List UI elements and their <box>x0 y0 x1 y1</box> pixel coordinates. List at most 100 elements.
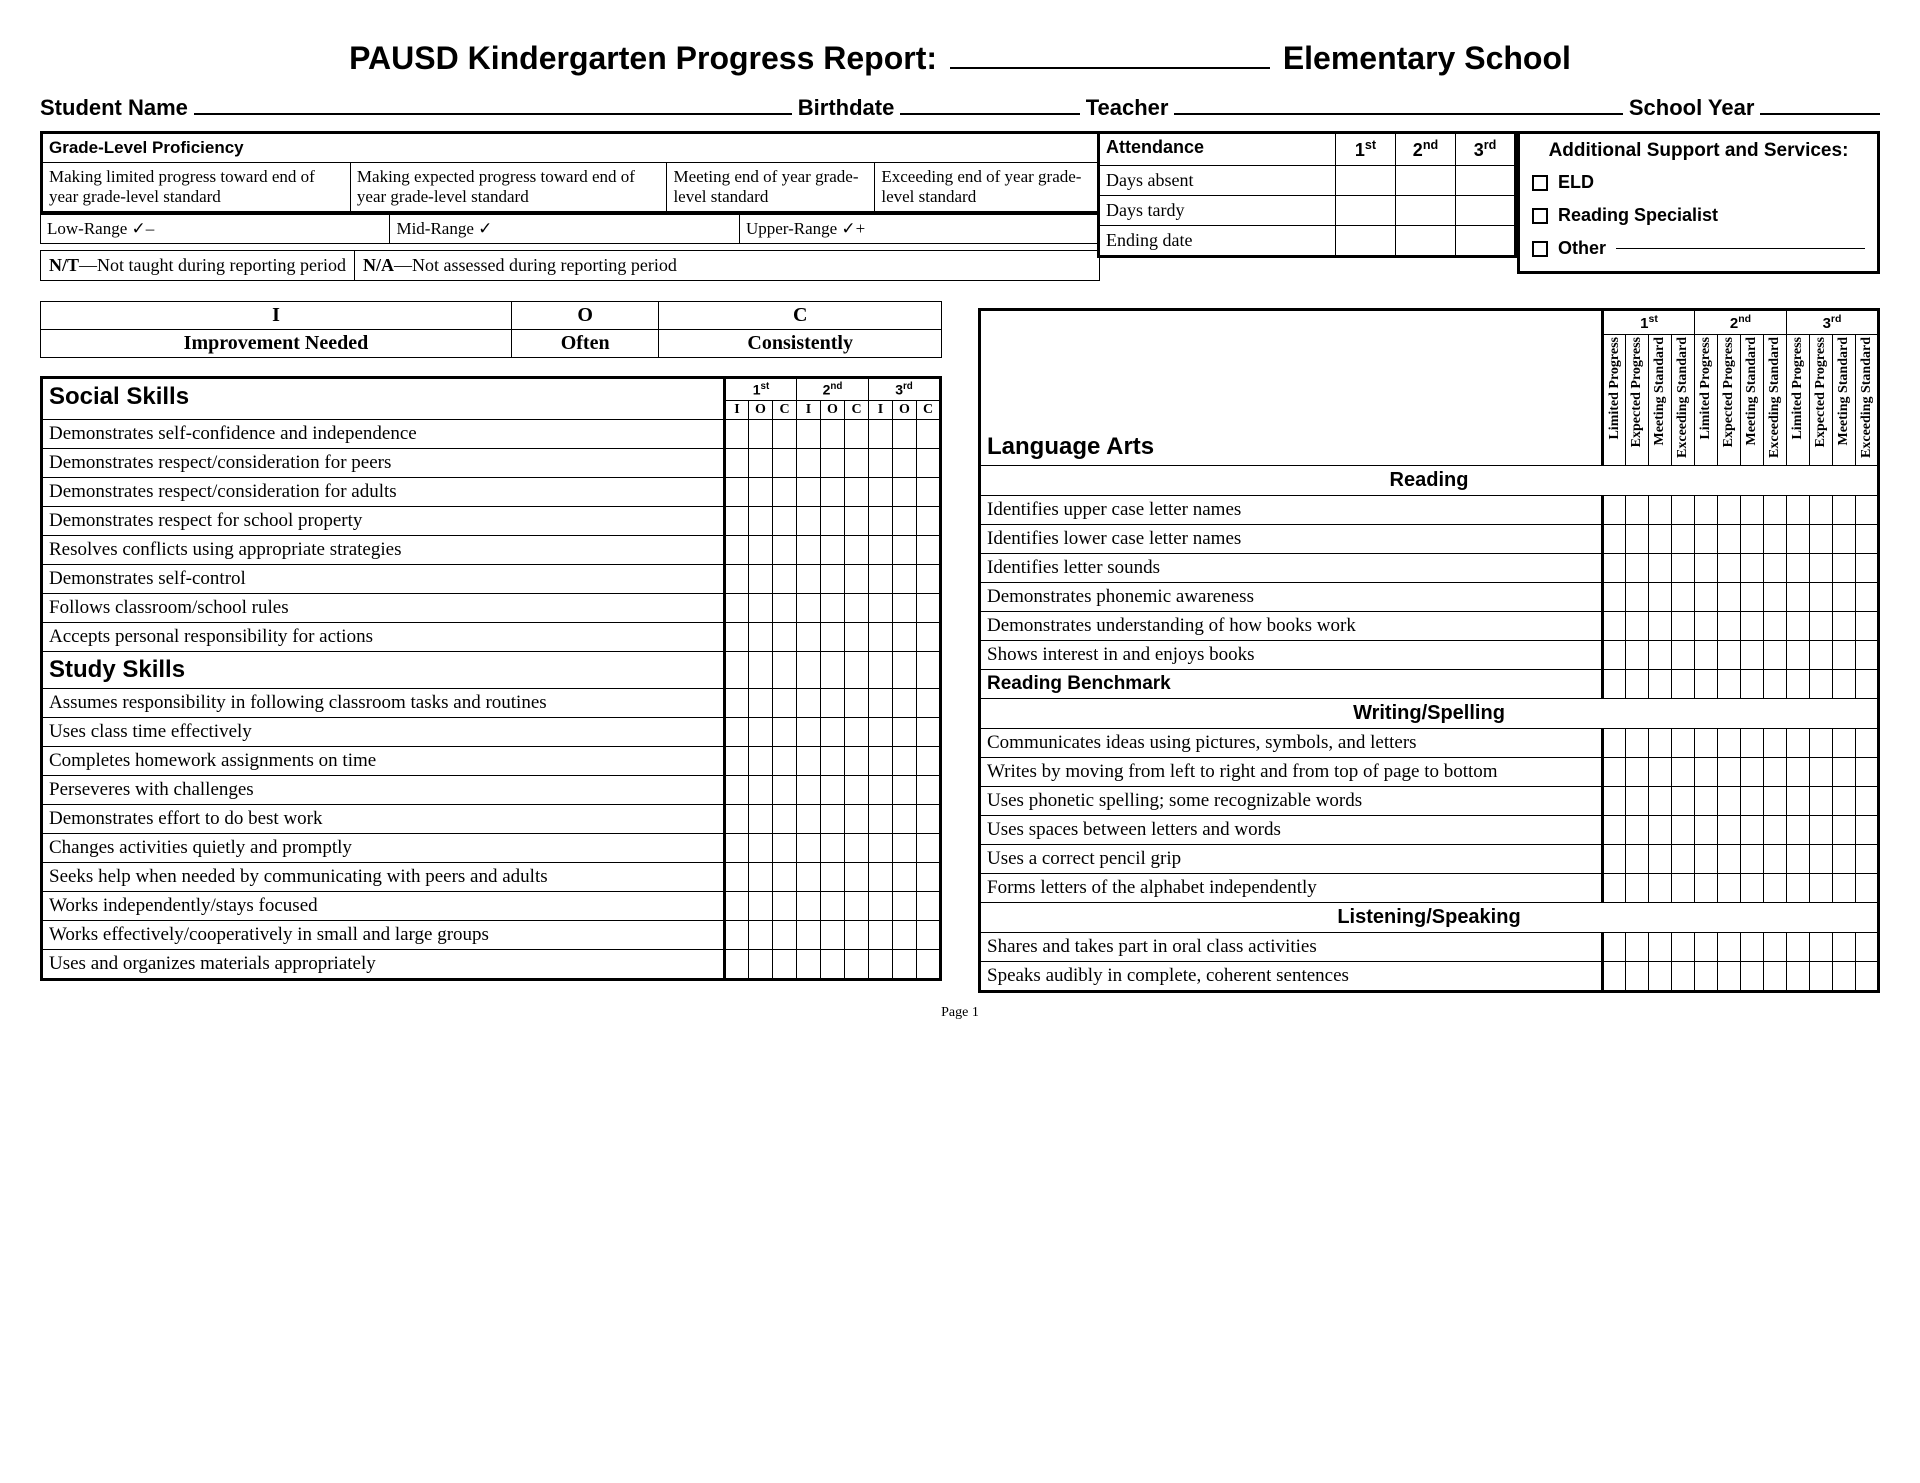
mark-cell[interactable] <box>725 535 749 564</box>
mark-cell[interactable] <box>797 564 821 593</box>
mark-cell[interactable] <box>1787 495 1810 524</box>
mark-cell[interactable] <box>821 477 845 506</box>
mark-cell[interactable] <box>1626 786 1649 815</box>
mark-cell[interactable] <box>917 593 941 622</box>
mark-cell[interactable] <box>893 506 917 535</box>
att-cell[interactable] <box>1456 166 1516 196</box>
mark-cell[interactable] <box>1672 961 1695 991</box>
mark-cell[interactable] <box>845 717 869 746</box>
mark-cell[interactable] <box>1856 611 1879 640</box>
mark-cell[interactable] <box>1856 844 1879 873</box>
mark-cell[interactable] <box>1626 844 1649 873</box>
mark-cell[interactable] <box>1603 757 1626 786</box>
mark-cell[interactable] <box>869 535 893 564</box>
att-cell[interactable] <box>1336 196 1396 226</box>
mark-cell[interactable] <box>1741 669 1764 698</box>
mark-cell[interactable] <box>917 535 941 564</box>
mark-cell[interactable] <box>1649 640 1672 669</box>
mark-cell[interactable] <box>845 833 869 862</box>
mark-cell[interactable] <box>797 622 821 651</box>
mark-cell[interactable] <box>1626 582 1649 611</box>
att-cell[interactable] <box>1456 226 1516 257</box>
mark-cell[interactable] <box>773 477 797 506</box>
schoolyear-blank[interactable] <box>1760 113 1880 115</box>
mark-cell[interactable] <box>917 775 941 804</box>
mark-cell[interactable] <box>1603 611 1626 640</box>
mark-cell[interactable] <box>1787 815 1810 844</box>
mark-cell[interactable] <box>1603 786 1626 815</box>
birthdate-blank[interactable] <box>900 113 1079 115</box>
mark-cell[interactable] <box>773 833 797 862</box>
mark-cell[interactable] <box>1764 669 1787 698</box>
att-cell[interactable] <box>1456 196 1516 226</box>
mark-cell[interactable] <box>893 448 917 477</box>
mark-cell[interactable] <box>1695 495 1718 524</box>
mark-cell[interactable] <box>725 448 749 477</box>
mark-cell[interactable] <box>749 593 773 622</box>
mark-cell[interactable] <box>845 862 869 891</box>
mark-cell[interactable] <box>1810 757 1833 786</box>
mark-cell[interactable] <box>797 746 821 775</box>
mark-cell[interactable] <box>1695 728 1718 757</box>
mark-cell[interactable] <box>1810 524 1833 553</box>
mark-cell[interactable] <box>845 506 869 535</box>
mark-cell[interactable] <box>773 920 797 949</box>
mark-cell[interactable] <box>1626 553 1649 582</box>
mark-cell[interactable] <box>1833 961 1856 991</box>
mark-cell[interactable] <box>749 564 773 593</box>
mark-cell[interactable] <box>1764 728 1787 757</box>
mark-cell[interactable] <box>1833 815 1856 844</box>
mark-cell[interactable] <box>773 804 797 833</box>
mark-cell[interactable] <box>1833 582 1856 611</box>
mark-cell[interactable] <box>1718 669 1741 698</box>
mark-cell[interactable] <box>1649 582 1672 611</box>
title-blank[interactable] <box>950 67 1270 69</box>
mark-cell[interactable] <box>1603 640 1626 669</box>
mark-cell[interactable] <box>1764 553 1787 582</box>
mark-cell[interactable] <box>845 622 869 651</box>
mark-cell[interactable] <box>869 419 893 448</box>
mark-cell[interactable] <box>1718 640 1741 669</box>
mark-cell[interactable] <box>1603 961 1626 991</box>
mark-cell[interactable] <box>1810 961 1833 991</box>
mark-cell[interactable] <box>1856 873 1879 902</box>
mark-cell[interactable] <box>1856 815 1879 844</box>
mark-cell[interactable] <box>1764 582 1787 611</box>
mark-cell[interactable] <box>893 949 917 979</box>
mark-cell[interactable] <box>821 622 845 651</box>
att-cell[interactable] <box>1336 226 1396 257</box>
mark-cell[interactable] <box>845 593 869 622</box>
checkbox-icon[interactable] <box>1532 241 1548 257</box>
mark-cell[interactable] <box>749 949 773 979</box>
mark-cell[interactable] <box>773 535 797 564</box>
mark-cell[interactable] <box>1626 495 1649 524</box>
mark-cell[interactable] <box>1764 524 1787 553</box>
mark-cell[interactable] <box>797 949 821 979</box>
mark-cell[interactable] <box>1672 815 1695 844</box>
mark-cell[interactable] <box>1603 524 1626 553</box>
mark-cell[interactable] <box>1741 582 1764 611</box>
mark-cell[interactable] <box>797 535 821 564</box>
mark-cell[interactable] <box>773 717 797 746</box>
mark-cell[interactable] <box>1603 669 1626 698</box>
mark-cell[interactable] <box>1833 611 1856 640</box>
mark-cell[interactable] <box>845 564 869 593</box>
mark-cell[interactable] <box>1718 932 1741 961</box>
mark-cell[interactable] <box>1603 582 1626 611</box>
mark-cell[interactable] <box>1787 553 1810 582</box>
mark-cell[interactable] <box>1810 873 1833 902</box>
mark-cell[interactable] <box>1695 757 1718 786</box>
mark-cell[interactable] <box>725 804 749 833</box>
mark-cell[interactable] <box>1856 524 1879 553</box>
mark-cell[interactable] <box>797 506 821 535</box>
checkbox-icon[interactable] <box>1532 175 1548 191</box>
mark-cell[interactable] <box>821 506 845 535</box>
mark-cell[interactable] <box>773 775 797 804</box>
mark-cell[interactable] <box>1764 873 1787 902</box>
mark-cell[interactable] <box>1718 582 1741 611</box>
mark-cell[interactable] <box>797 477 821 506</box>
mark-cell[interactable] <box>1718 524 1741 553</box>
mark-cell[interactable] <box>749 746 773 775</box>
mark-cell[interactable] <box>1833 786 1856 815</box>
mark-cell[interactable] <box>821 448 845 477</box>
